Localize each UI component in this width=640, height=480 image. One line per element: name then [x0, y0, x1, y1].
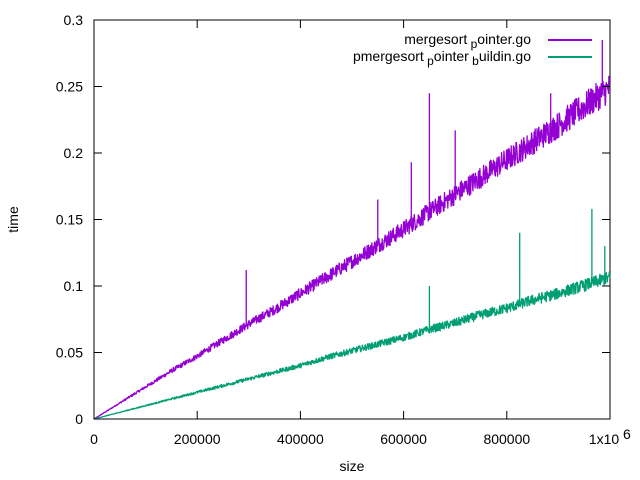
- x-tick-label: 200000: [174, 431, 221, 447]
- x-tick-label: 400000: [277, 431, 324, 447]
- legend-label-1: mergesort pointer.go: [404, 31, 531, 51]
- ticks-group: 0 0.05 0.1 0.15 0.2 0.25 0.3 0 200000 400000 60000…: [56, 12, 620, 447]
- y-tick-label: 0: [75, 411, 83, 427]
- y-tick-label: 0.05: [56, 345, 83, 361]
- x-tick-label: 0: [90, 431, 98, 447]
- legend-label-2: pmergesort pointer buildin.go: [353, 48, 531, 68]
- x-tick-exponent: 6: [623, 426, 631, 442]
- plot-frame: [93, 19, 611, 420]
- x-tick-label: 800000: [483, 431, 530, 447]
- series-line-1: [93, 40, 611, 420]
- x-tick-label: 600000: [380, 431, 427, 447]
- x-axis-label: size: [340, 458, 365, 474]
- y-tick-label: 0.3: [64, 12, 84, 28]
- y-axis-label: time: [5, 206, 21, 233]
- x-tick-label: 1x10: [589, 431, 620, 447]
- y-tick-label: 0.25: [56, 79, 83, 95]
- series-group: [93, 40, 611, 420]
- y-tick-label: 0.1: [64, 278, 84, 294]
- y-tick-label: 0.2: [64, 145, 84, 161]
- y-tick-label: 0.15: [56, 212, 83, 228]
- plot-border: [93, 19, 611, 420]
- series-line-2: [93, 208, 611, 420]
